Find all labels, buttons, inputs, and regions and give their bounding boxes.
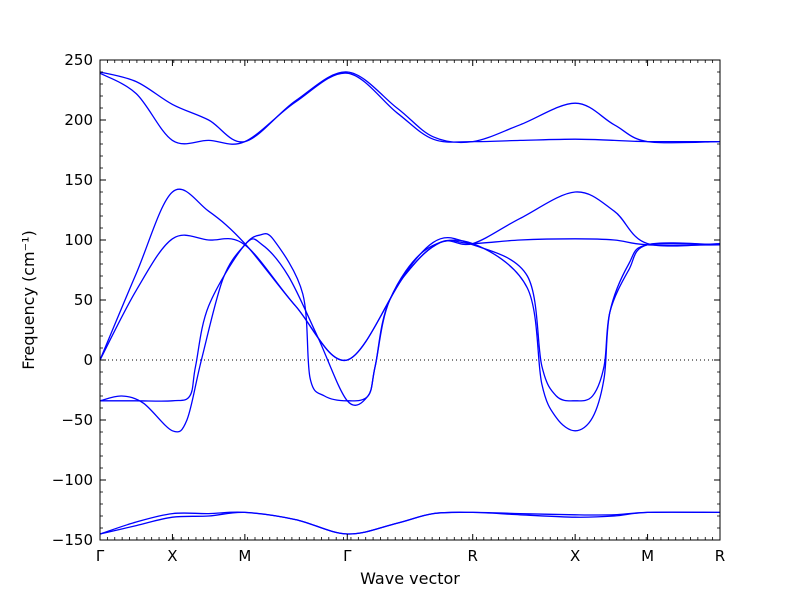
band-line-5 (99, 232, 721, 433)
band-line-6 (100, 236, 721, 406)
x-tick-label: R (468, 547, 478, 565)
y-axis-title: Frequency (cm⁻¹) (19, 230, 38, 369)
band-line-3 (99, 188, 721, 361)
y-tick-label: 50 (74, 291, 93, 309)
y-tick-label: 200 (64, 111, 93, 129)
plot-area (99, 71, 721, 535)
axes: −150 −100 −50 0 50 100 150 200 250 Γ X M Γ R X M R (52, 51, 725, 565)
x-tick-label: M (238, 547, 251, 565)
y-tick-label: −150 (52, 531, 93, 549)
y-tick-label: 100 (64, 231, 93, 249)
x-tick-label: Γ (343, 547, 352, 565)
y-tick-label: 250 (64, 51, 93, 69)
y-tick-label: 150 (64, 171, 93, 189)
plot-frame (99, 59, 721, 541)
y-tick-label: −100 (52, 471, 93, 489)
x-tick-label: R (715, 547, 725, 565)
x-tick-label: X (570, 547, 580, 565)
y-tick-label: 0 (83, 351, 93, 369)
band-line-2 (99, 72, 721, 145)
band-line-7 (99, 511, 721, 535)
band-line-1 (99, 71, 721, 144)
band-line-4 (99, 234, 721, 361)
x-tick-label: X (167, 547, 177, 565)
x-tick-label: M (641, 547, 654, 565)
band-line-8 (99, 511, 721, 535)
x-tick-label: Γ (96, 547, 105, 565)
y-tick-label: −50 (61, 411, 93, 429)
x-axis-title: Wave vector (360, 569, 460, 588)
